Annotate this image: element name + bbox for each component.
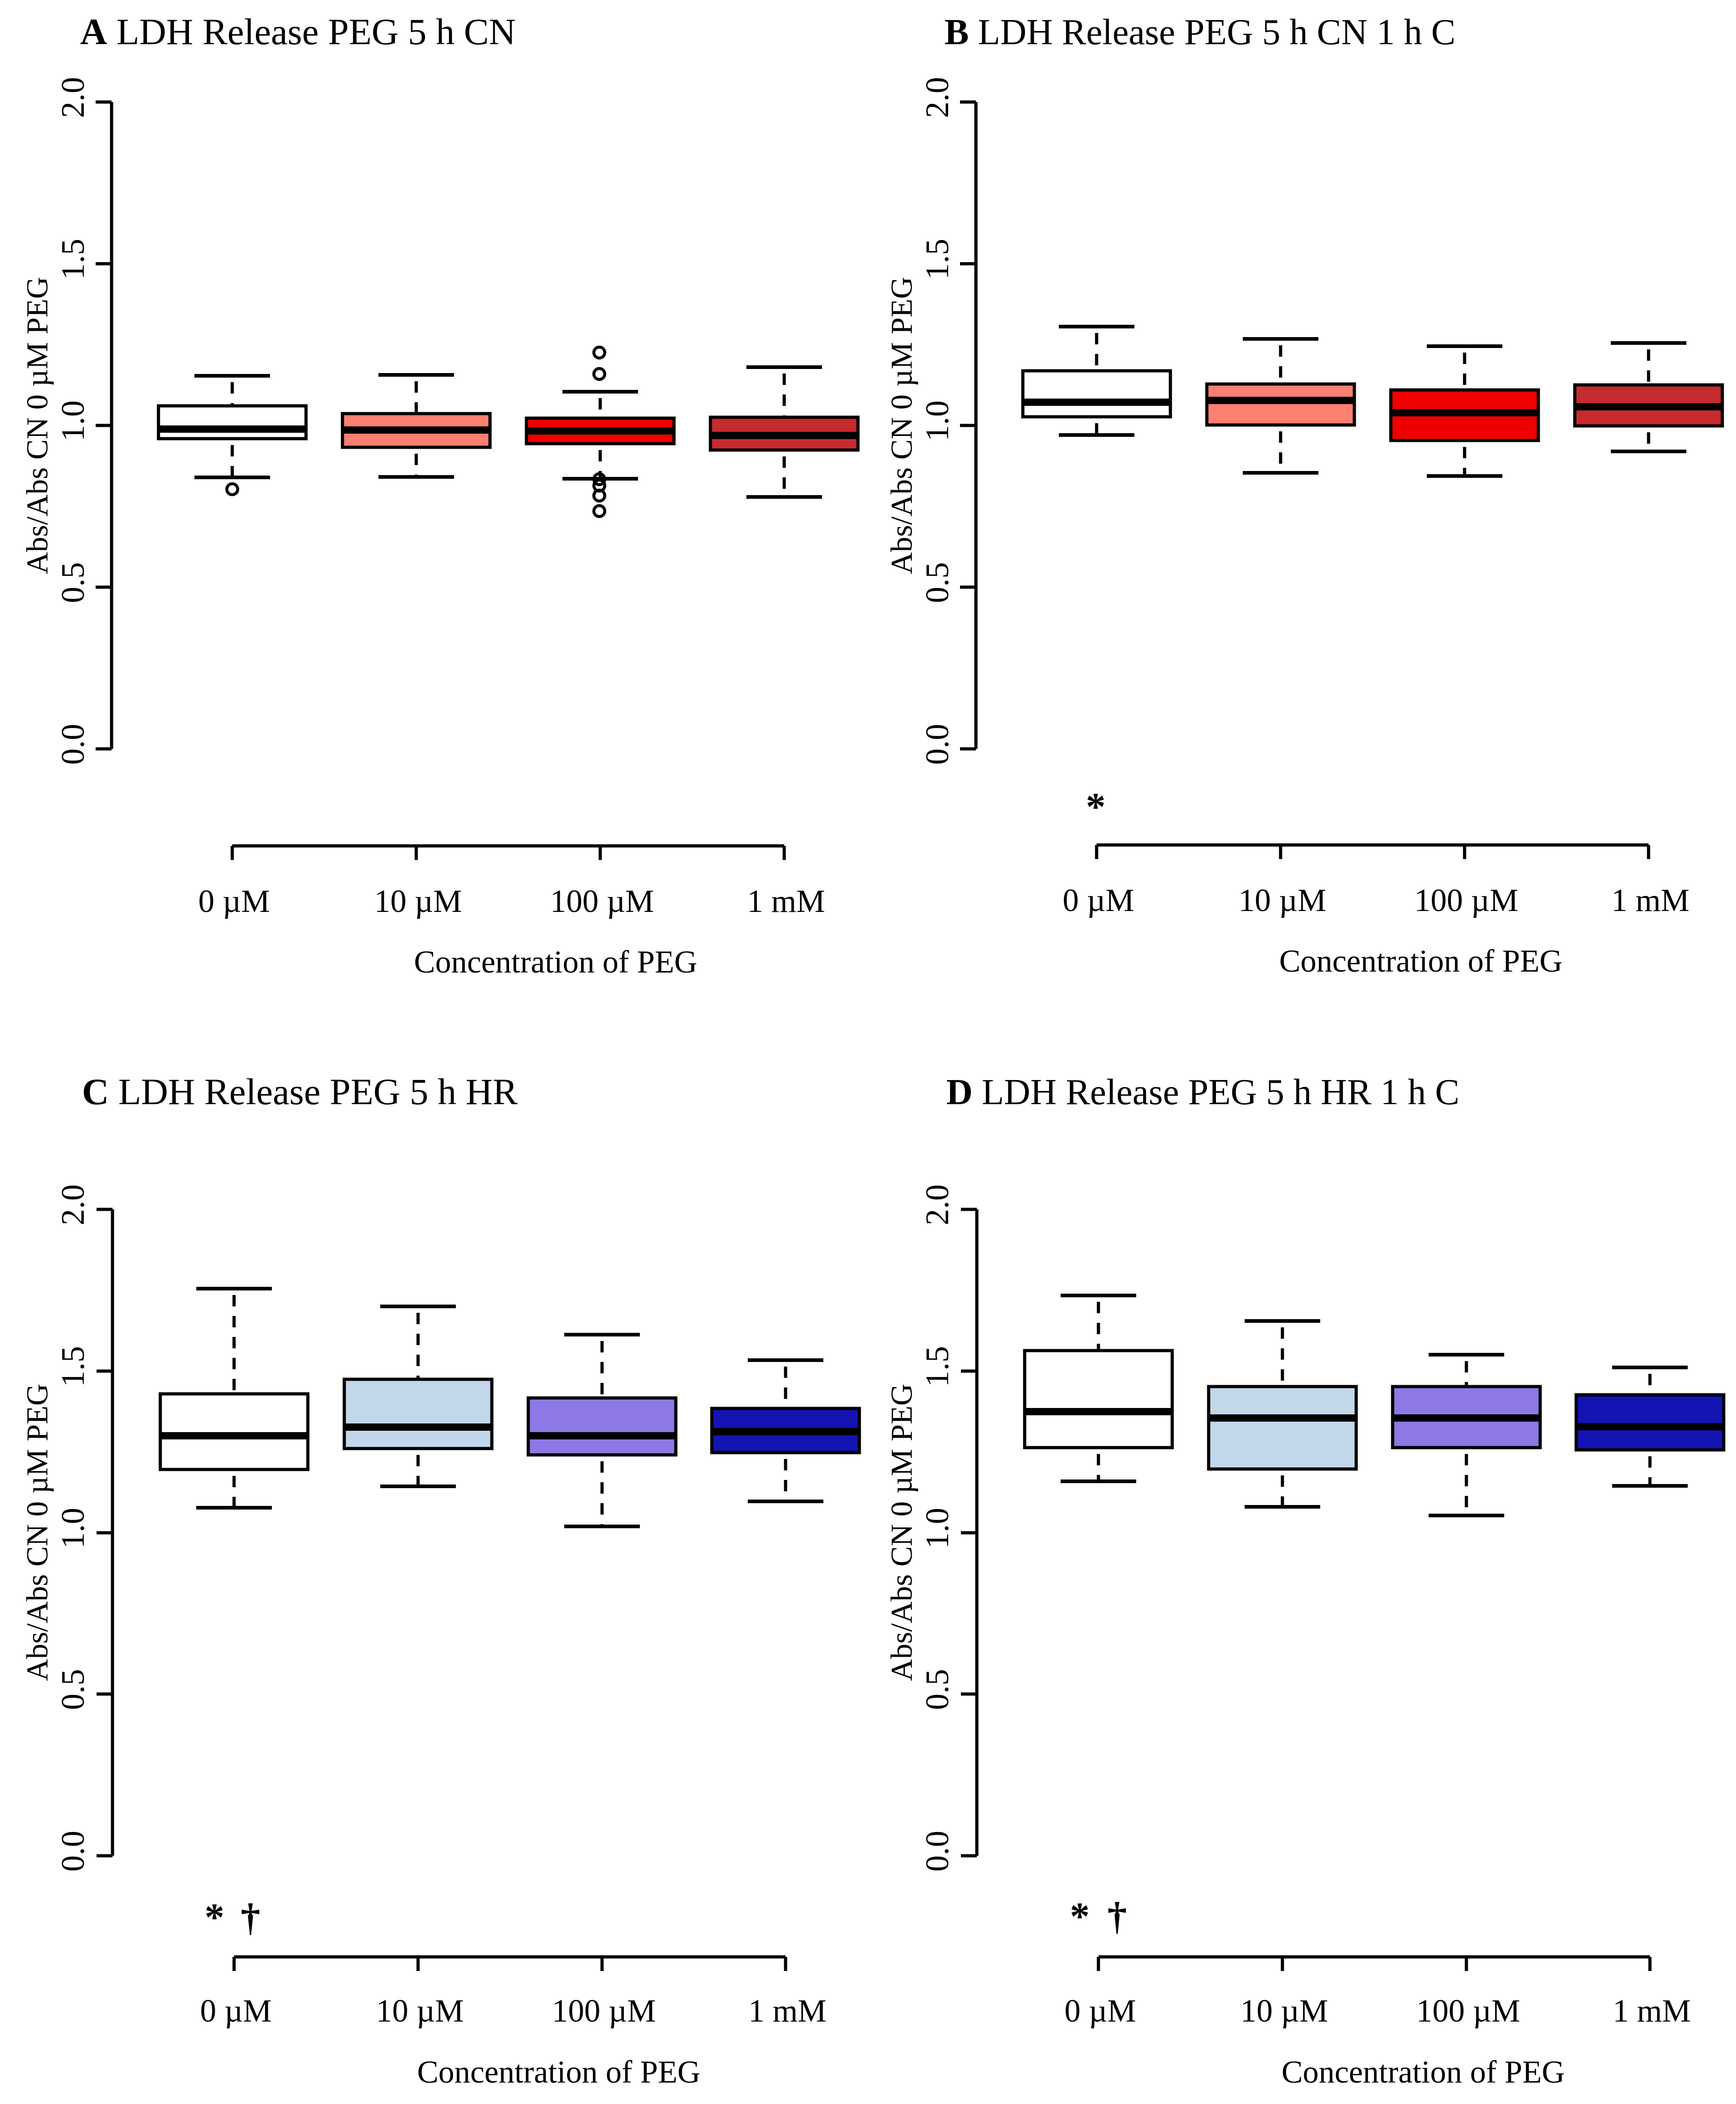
svg-text:100 µM: 100 µM xyxy=(1416,1993,1520,2029)
svg-text:10 µM: 10 µM xyxy=(1241,1993,1328,2029)
svg-text:Abs/Abs CN 0 µM PEG: Abs/Abs CN 0 µM PEG xyxy=(20,277,54,574)
svg-text:1.5: 1.5 xyxy=(919,1346,955,1387)
svg-text:10 µM: 10 µM xyxy=(1239,883,1327,918)
svg-text:1 mM: 1 mM xyxy=(748,1993,827,2029)
svg-text:10 µM: 10 µM xyxy=(376,1993,464,2029)
svg-text:*: * xyxy=(204,1895,225,1939)
svg-text:Concentration of PEG: Concentration of PEG xyxy=(1282,2055,1565,2090)
svg-text:1.0: 1.0 xyxy=(919,1508,955,1549)
svg-text:1 mM: 1 mM xyxy=(747,884,825,919)
svg-text:0.0: 0.0 xyxy=(919,1831,955,1872)
svg-text:†: † xyxy=(1108,1894,1127,1938)
svg-text:*: * xyxy=(1070,1894,1090,1938)
svg-text:1 mM: 1 mM xyxy=(1613,1993,1691,2029)
svg-text:0.5: 0.5 xyxy=(55,562,91,603)
svg-text:Abs/Abs CN 0 µM PEG: Abs/Abs CN 0 µM PEG xyxy=(885,1384,919,1681)
svg-text:1.0: 1.0 xyxy=(919,400,955,441)
svg-text:1.5: 1.5 xyxy=(919,239,955,280)
svg-text:0 µM: 0 µM xyxy=(200,1993,271,2029)
svg-text:†: † xyxy=(241,1895,260,1939)
svg-text:1.5: 1.5 xyxy=(55,1346,91,1387)
svg-text:2.0: 2.0 xyxy=(919,1184,955,1225)
svg-text:1.0: 1.0 xyxy=(55,1508,91,1549)
svg-text:1.5: 1.5 xyxy=(55,239,91,280)
svg-text:1.0: 1.0 xyxy=(55,400,91,441)
svg-text:Abs/Abs CN 0 µM PEG: Abs/Abs CN 0 µM PEG xyxy=(885,277,919,574)
svg-text:0.5: 0.5 xyxy=(919,1669,955,1710)
svg-text:2.0: 2.0 xyxy=(55,1184,91,1225)
svg-text:A LDH Release PEG 5 h CN: A LDH Release PEG 5 h CN xyxy=(80,11,516,52)
svg-text:100 µM: 100 µM xyxy=(550,884,654,919)
svg-text:D LDH Release PEG 5 h HR 1 h C: D LDH Release PEG 5 h HR 1 h C xyxy=(946,1072,1460,1112)
svg-text:0.0: 0.0 xyxy=(55,1831,91,1872)
svg-text:0.5: 0.5 xyxy=(55,1669,91,1710)
svg-text:1 mM: 1 mM xyxy=(1611,883,1690,918)
svg-text:2.0: 2.0 xyxy=(919,77,955,118)
svg-text:100 µM: 100 µM xyxy=(1414,883,1518,918)
svg-text:0 µM: 0 µM xyxy=(1064,1993,1136,2029)
svg-text:B LDH Release PEG 5 h CN 1 h C: B LDH Release PEG 5 h CN 1 h C xyxy=(945,12,1455,52)
svg-text:0.0: 0.0 xyxy=(55,724,91,765)
svg-text:Concentration of PEG: Concentration of PEG xyxy=(1279,944,1562,979)
svg-text:100 µM: 100 µM xyxy=(552,1993,656,2029)
svg-text:2.0: 2.0 xyxy=(55,77,91,118)
svg-text:0.0: 0.0 xyxy=(919,724,955,765)
svg-text:Concentration of PEG: Concentration of PEG xyxy=(414,945,697,980)
svg-text:10 µM: 10 µM xyxy=(374,884,462,919)
svg-text:*: * xyxy=(1086,784,1106,829)
svg-text:Abs/Abs CN 0 µM PEG: Abs/Abs CN 0 µM PEG xyxy=(20,1384,54,1681)
svg-text:Concentration of PEG: Concentration of PEG xyxy=(417,2055,700,2090)
svg-text:0 µM: 0 µM xyxy=(198,884,270,919)
svg-text:0 µM: 0 µM xyxy=(1062,883,1134,918)
svg-text:0.5: 0.5 xyxy=(919,562,955,603)
svg-text:C LDH Release PEG 5 h HR: C LDH Release PEG 5 h HR xyxy=(82,1071,518,1112)
